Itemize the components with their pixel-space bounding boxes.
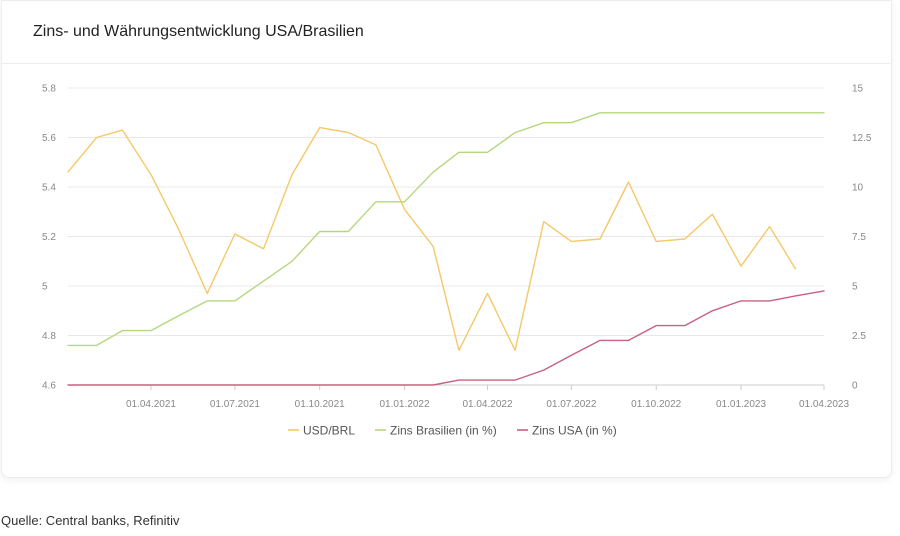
y-right-tick-label: 12.5 [852, 133, 872, 144]
source-note: Quelle: Central banks, Refinitiv [1, 513, 180, 528]
y-right-tick-label: 7.5 [852, 232, 866, 243]
series-line-2 [67, 112, 825, 347]
x-tick-label: 01.01.2022 [379, 399, 429, 410]
x-tick-label: 01.07.2021 [210, 399, 260, 410]
series-line-1 [67, 126, 797, 351]
legend-label: Zins USA (in %) [532, 424, 617, 438]
y-left-tick-label: 5 [42, 282, 48, 293]
x-tick-label: 01.07.2022 [546, 399, 596, 410]
y-left-tick-label: 5.4 [42, 183, 56, 194]
y-right-tick-label: 5 [852, 282, 858, 293]
x-tick-label: 01.04.2021 [126, 399, 176, 410]
x-tick-label: 01.04.2022 [462, 399, 512, 410]
y-left-tick-label: 5.6 [42, 133, 56, 144]
x-tick-label: 01.10.2021 [295, 399, 345, 410]
y-left-tick-label: 4.6 [42, 381, 56, 392]
chart-title: Zins- und Währungsentwicklung USA/Brasil… [33, 23, 364, 40]
y-right-tick-label: 0 [852, 381, 858, 392]
y-left-tick-label: 5.2 [42, 232, 56, 243]
y-right-tick-label: 2.5 [852, 331, 866, 342]
legend-label: USD/BRL [303, 424, 355, 438]
chart-card: Zins- und Währungsentwicklung USA/Brasil… [1, 0, 892, 478]
x-tick-label: 01.01.2023 [716, 399, 766, 410]
y-left-tick-label: 4.8 [42, 331, 56, 342]
x-tick-label: 01.04.2023 [799, 399, 849, 410]
x-tick-label: 01.10.2022 [631, 399, 681, 410]
line-chart: 4.6 4.8 5 5.2 5.4 5.6 5.8 0 2.5 5 7.5 10 12.5 15 01.04… [42, 84, 872, 438]
legend-label: Zins Brasilien (in %) [390, 424, 497, 438]
y-right-tick-label: 10 [852, 183, 864, 194]
y-right-tick-label: 15 [852, 84, 864, 95]
y-left-tick-label: 5.8 [42, 84, 56, 95]
series-line-3 [67, 290, 825, 386]
card-header: Zins- und Währungsentwicklung USA/Brasil… [2, 1, 891, 64]
